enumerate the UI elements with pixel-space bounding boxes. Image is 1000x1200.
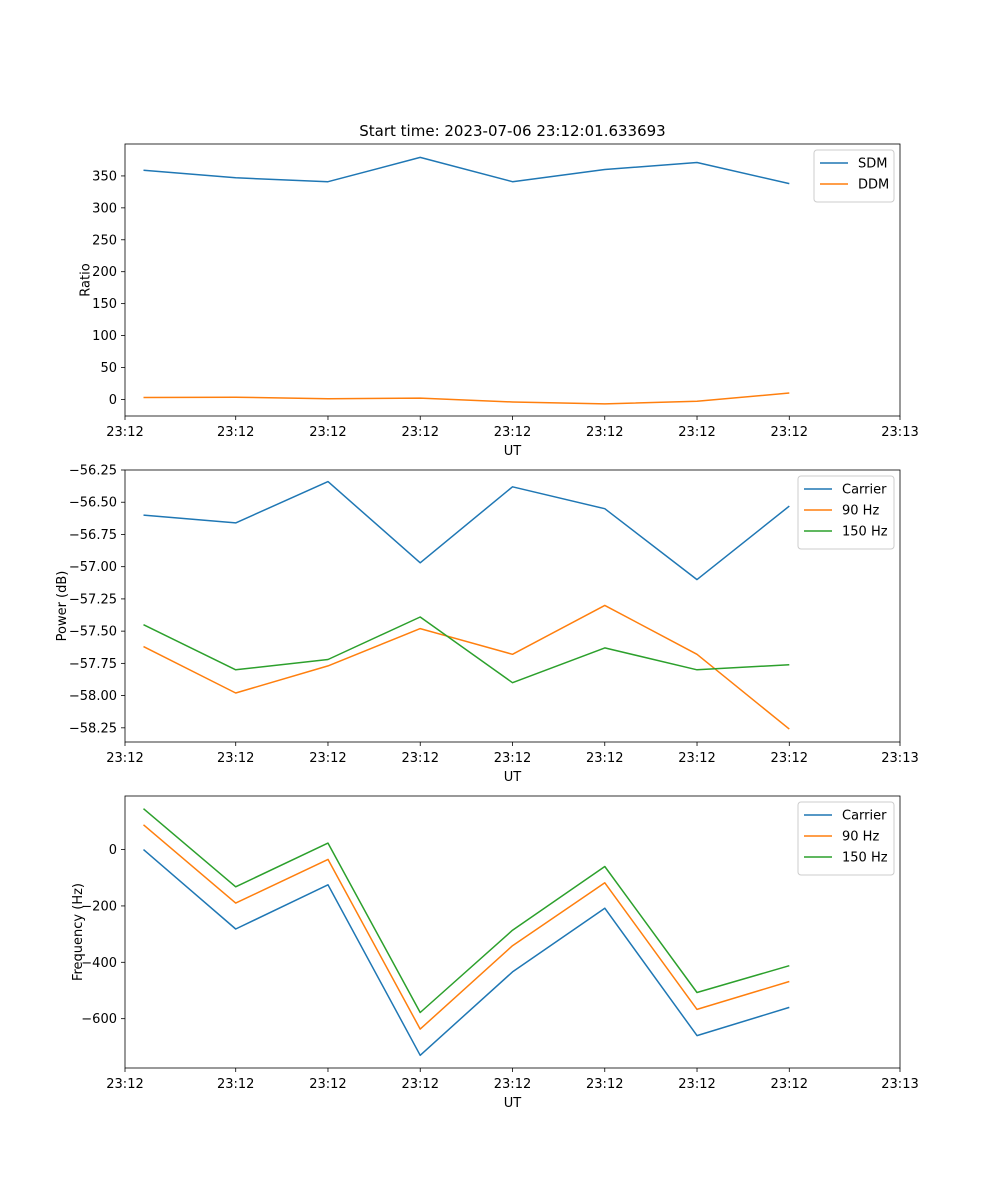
chart-3-series-90-hz-line [143, 824, 790, 1030]
chart-1-y-axis-label: Ratio [79, 263, 94, 296]
chart-3-legend-label-carrier: Carrier [842, 809, 887, 824]
chart-3-y-tick-label: −600 [81, 1012, 117, 1027]
chart-1-x-tick-label: 23:12 [402, 425, 439, 440]
chart-3-y-tick-label: −200 [81, 899, 117, 914]
chart-3-y-axis-label: Frequency (Hz) [71, 883, 86, 981]
chart-1-x-tick-label: 23:12 [771, 425, 808, 440]
chart-1-y-tick-label: 300 [92, 201, 117, 216]
chart-1-x-tick-label: 23:12 [678, 425, 715, 440]
chart-1-y-tick-label: 50 [100, 361, 117, 376]
chart-2-y-tick-label: −57.50 [69, 625, 117, 640]
chart-3: 23:12 23:12 23:12 23:12 23:12 23:12 23:12 23:12… [71, 795, 919, 1111]
chart-2-legend-label-150-hz: 150 Hz [842, 525, 888, 540]
chart-2-series-carrier-line [143, 480, 790, 581]
chart-2-y-axis-label: Power (dB) [55, 571, 70, 642]
chart-3-legend-label-90-hz: 90 Hz [842, 830, 879, 845]
chart-1-x-tick-label: 23:12 [494, 425, 531, 440]
chart-3-legend: Carrier 90 Hz 150 Hz [797, 801, 895, 876]
chart-2-x-axis-label: UT [504, 770, 522, 785]
chart-2-y-tick-label: −58.00 [69, 689, 117, 704]
chart-1-x-tick-label: 23:12 [586, 425, 623, 440]
chart-2-x-tick-label: 23:12 [402, 751, 439, 766]
chart-1-y-tick-label: 250 [92, 233, 117, 248]
chart-2-x-tick-label: 23:13 [881, 751, 918, 766]
chart-3-legend-label-150-hz: 150 Hz [842, 851, 888, 866]
chart-2-y-tick-label: −57.25 [69, 592, 117, 607]
chart-2: 23:12 23:12 23:12 23:12 23:12 23:12 23:12 23:12… [55, 464, 919, 786]
chart-2-y-tick-label: −56.50 [69, 496, 117, 511]
chart-3-x-tick-label: 23:12 [494, 1077, 531, 1092]
chart-1-x-tick-label: 23:12 [309, 425, 346, 440]
chart-2-legend-label-90-hz: 90 Hz [842, 504, 879, 519]
chart-1-axes-frame [124, 143, 901, 417]
chart-1-legend: SDM DDM [813, 149, 895, 203]
chart-3-x-tick-label: 23:12 [771, 1077, 808, 1092]
chart-1: 23:12 23:12 23:12 23:12 23:12 23:12 23:12 23:12… [79, 143, 919, 459]
chart-1-legend-label-sdm: SDM [858, 157, 887, 172]
chart-3-x-tick-label: 23:13 [881, 1077, 918, 1092]
chart-1-y-tick-label: 200 [92, 265, 117, 280]
chart-3-x-tick-label: 23:12 [402, 1077, 439, 1092]
chart-1-y-tick-label: 150 [92, 297, 117, 312]
chart-1-y-tick-label: 350 [92, 169, 117, 184]
chart-1-series-ddm-line [143, 392, 790, 405]
chart-1-x-tick-label: 23:12 [106, 425, 143, 440]
chart-2-legend-label-carrier: Carrier [842, 483, 887, 498]
chart-2-x-tick-label: 23:12 [586, 751, 623, 766]
chart-3-y-tick-label: −400 [81, 956, 117, 971]
chart-3-x-axis-label: UT [504, 1096, 522, 1111]
chart-1-y-tick-label: 0 [109, 393, 117, 408]
figure-title: Start time: 2023-07-06 23:12:01.633693 [359, 122, 665, 140]
chart-2-y-tick-label: −56.75 [69, 528, 117, 543]
chart-3-y-tick-label: 0 [109, 843, 117, 858]
chart-1-legend-label-ddm: DDM [858, 178, 889, 193]
chart-3-x-tick-label: 23:12 [586, 1077, 623, 1092]
chart-3-series-150-hz-line [143, 808, 790, 1014]
chart-1-series-sdm-line [143, 156, 790, 185]
chart-2-y-tick-label: −57.75 [69, 657, 117, 672]
chart-2-series-90-hz-line [143, 604, 790, 730]
chart-1-x-tick-label: 23:13 [881, 425, 918, 440]
chart-3-x-tick-label: 23:12 [678, 1077, 715, 1092]
chart-2-x-tick-label: 23:12 [494, 751, 531, 766]
chart-3-series-carrier-line [143, 849, 790, 1057]
chart-2-x-tick-label: 23:12 [217, 751, 254, 766]
chart-2-legend: Carrier 90 Hz 150 Hz [797, 475, 895, 550]
chart-1-x-axis-label: UT [504, 444, 522, 459]
chart-1-x-tick-label: 23:12 [217, 425, 254, 440]
chart-2-y-tick-label: −56.25 [69, 464, 117, 479]
chart-2-x-tick-label: 23:12 [771, 751, 808, 766]
chart-3-x-tick-label: 23:12 [309, 1077, 346, 1092]
chart-2-series-150-hz-line [143, 616, 790, 684]
chart-2-x-tick-label: 23:12 [678, 751, 715, 766]
chart-3-x-tick-label: 23:12 [106, 1077, 143, 1092]
chart-3-x-tick-label: 23:12 [217, 1077, 254, 1092]
chart-2-x-tick-label: 23:12 [106, 751, 143, 766]
chart-2-x-tick-label: 23:12 [309, 751, 346, 766]
chart-1-y-tick-label: 100 [92, 329, 117, 344]
chart-2-y-tick-label: −58.25 [69, 721, 117, 736]
chart-3-axes-frame [124, 795, 901, 1069]
chart-2-y-tick-label: −57.00 [69, 560, 117, 575]
